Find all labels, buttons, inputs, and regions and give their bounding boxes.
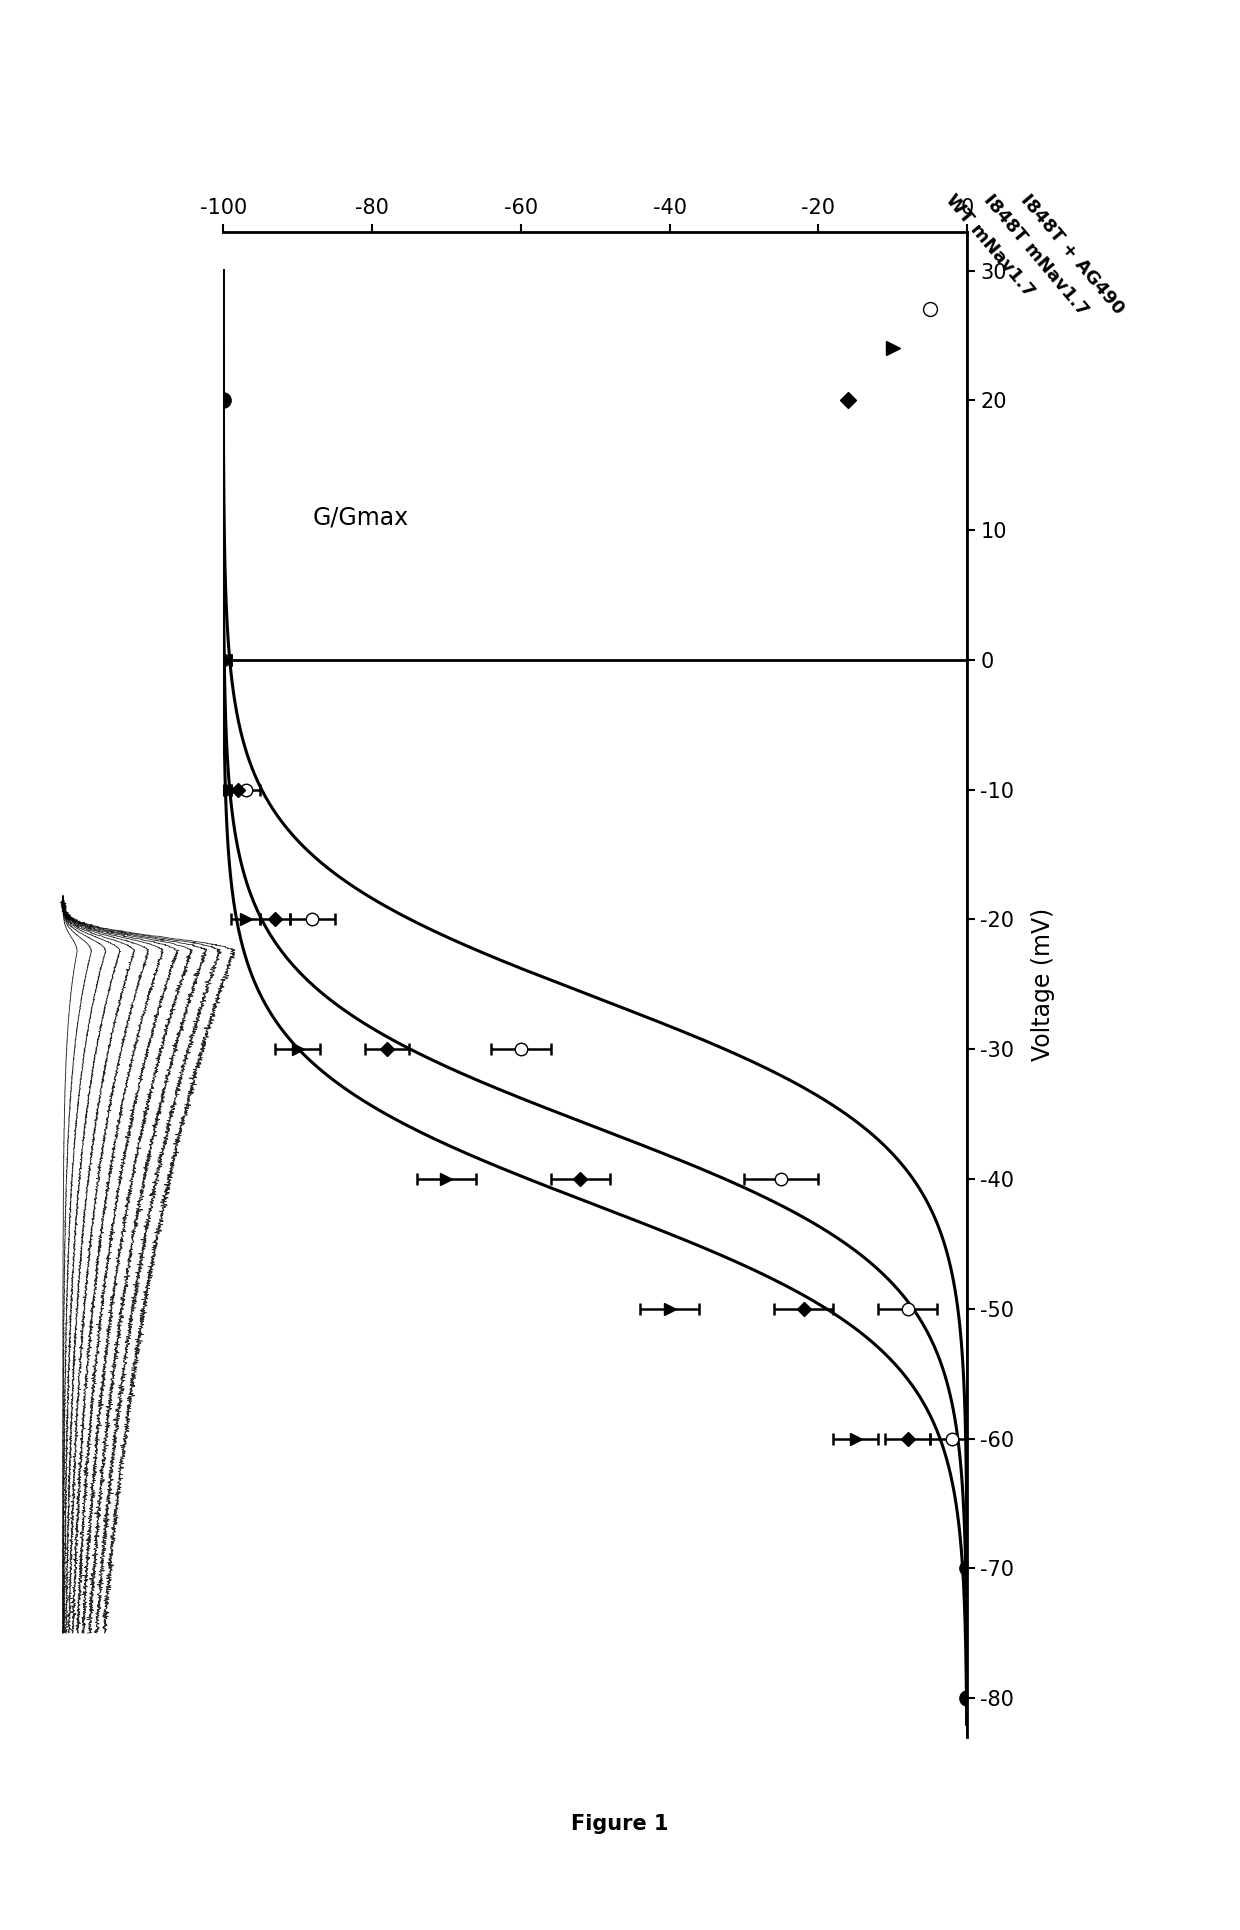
Y-axis label: Voltage (mV): Voltage (mV)	[1032, 907, 1055, 1062]
Text: G/Gmax: G/Gmax	[312, 506, 409, 529]
Text: Figure 1: Figure 1	[572, 1814, 668, 1833]
Text: WT mNav1.7: WT mNav1.7	[942, 191, 1038, 301]
Text: I848T + AG490: I848T + AG490	[1017, 191, 1127, 318]
Text: I848T mNav1.7: I848T mNav1.7	[980, 191, 1091, 318]
